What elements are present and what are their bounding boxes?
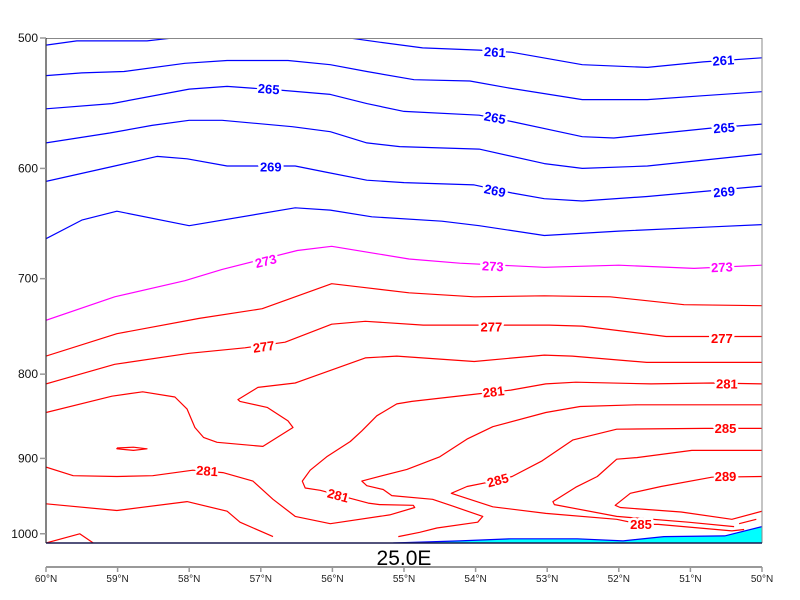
x-tick-label: 50°N: [751, 574, 773, 585]
contour-label-277: 277: [252, 338, 276, 356]
contour-269: [46, 155, 762, 202]
x-tick-label: 58°N: [178, 574, 200, 585]
contour-285: [46, 533, 94, 543]
contour-label-273: 273: [482, 258, 504, 274]
contour-265: [46, 85, 762, 139]
y-tick-label: 500: [18, 31, 38, 45]
contour-label-269: 269: [713, 183, 736, 200]
contour-263: [46, 59, 762, 101]
contour-277: [46, 320, 762, 385]
contour-281: [116, 446, 148, 451]
y-tick-label: 700: [18, 272, 38, 286]
x-tick-label: 60°N: [35, 574, 57, 585]
contour-label-265: 265: [483, 108, 507, 127]
x-tick-label: 57°N: [250, 574, 272, 585]
contour-label-269: 269: [260, 160, 282, 175]
x-tick-label: 53°N: [536, 574, 558, 585]
contour-289: [614, 475, 762, 520]
x-axis: 60°N 59°N 58°N 57°N 56°N 55°N 54°N 53°N 52°N 51°N…: [35, 567, 773, 585]
contour-label-281: 281: [196, 463, 219, 480]
ground-fill: [393, 526, 762, 543]
contour-label-277: 277: [711, 331, 733, 346]
x-tick-label: 52°N: [608, 574, 630, 585]
x-tick-label: 56°N: [321, 574, 343, 585]
y-tick-label: 800: [18, 367, 38, 381]
x-tick-label: 55°N: [393, 574, 415, 585]
plot-background: [46, 38, 762, 543]
y-tick-label: 900: [18, 451, 38, 465]
contour-label-285: 285: [630, 517, 652, 532]
contour-275: [46, 283, 762, 357]
contour-281: [46, 381, 762, 525]
contour-label-261: 261: [484, 44, 507, 60]
x-tick-label: 51°N: [679, 574, 701, 585]
contour-271: [46, 207, 762, 240]
contour-label-265: 265: [713, 120, 736, 137]
contour-label-281: 281: [482, 383, 505, 400]
contour-lines: [46, 38, 762, 543]
contour-label-265: 265: [257, 81, 280, 98]
x-tick-label: 59°N: [106, 574, 128, 585]
ground-edge: [393, 526, 762, 543]
contour-273: [46, 245, 762, 321]
contour-283: [361, 404, 762, 538]
contour-label-281: 281: [716, 376, 738, 391]
x-tick-label: 54°N: [464, 574, 486, 585]
y-tick-label: 600: [18, 161, 38, 175]
contour-279: [46, 354, 762, 447]
y-tick-label: 1000: [11, 527, 38, 541]
contour-261: [345, 38, 762, 69]
contour-label-273: 273: [711, 259, 733, 275]
contour-label-289: 289: [715, 469, 737, 484]
contour-283: [46, 501, 274, 538]
contour-285: [450, 427, 762, 532]
contour-287: [738, 518, 757, 525]
contour-label-285: 285: [715, 421, 737, 436]
contour-label-261: 261: [712, 52, 735, 69]
contour-287: [552, 449, 762, 528]
ground-terrain: [393, 526, 762, 543]
y-axis: 500 600 700 800 900 1000: [11, 31, 46, 541]
contour-label-277: 277: [481, 320, 503, 335]
chart-title: 25.0E: [377, 547, 432, 570]
contour-267: [46, 119, 762, 169]
